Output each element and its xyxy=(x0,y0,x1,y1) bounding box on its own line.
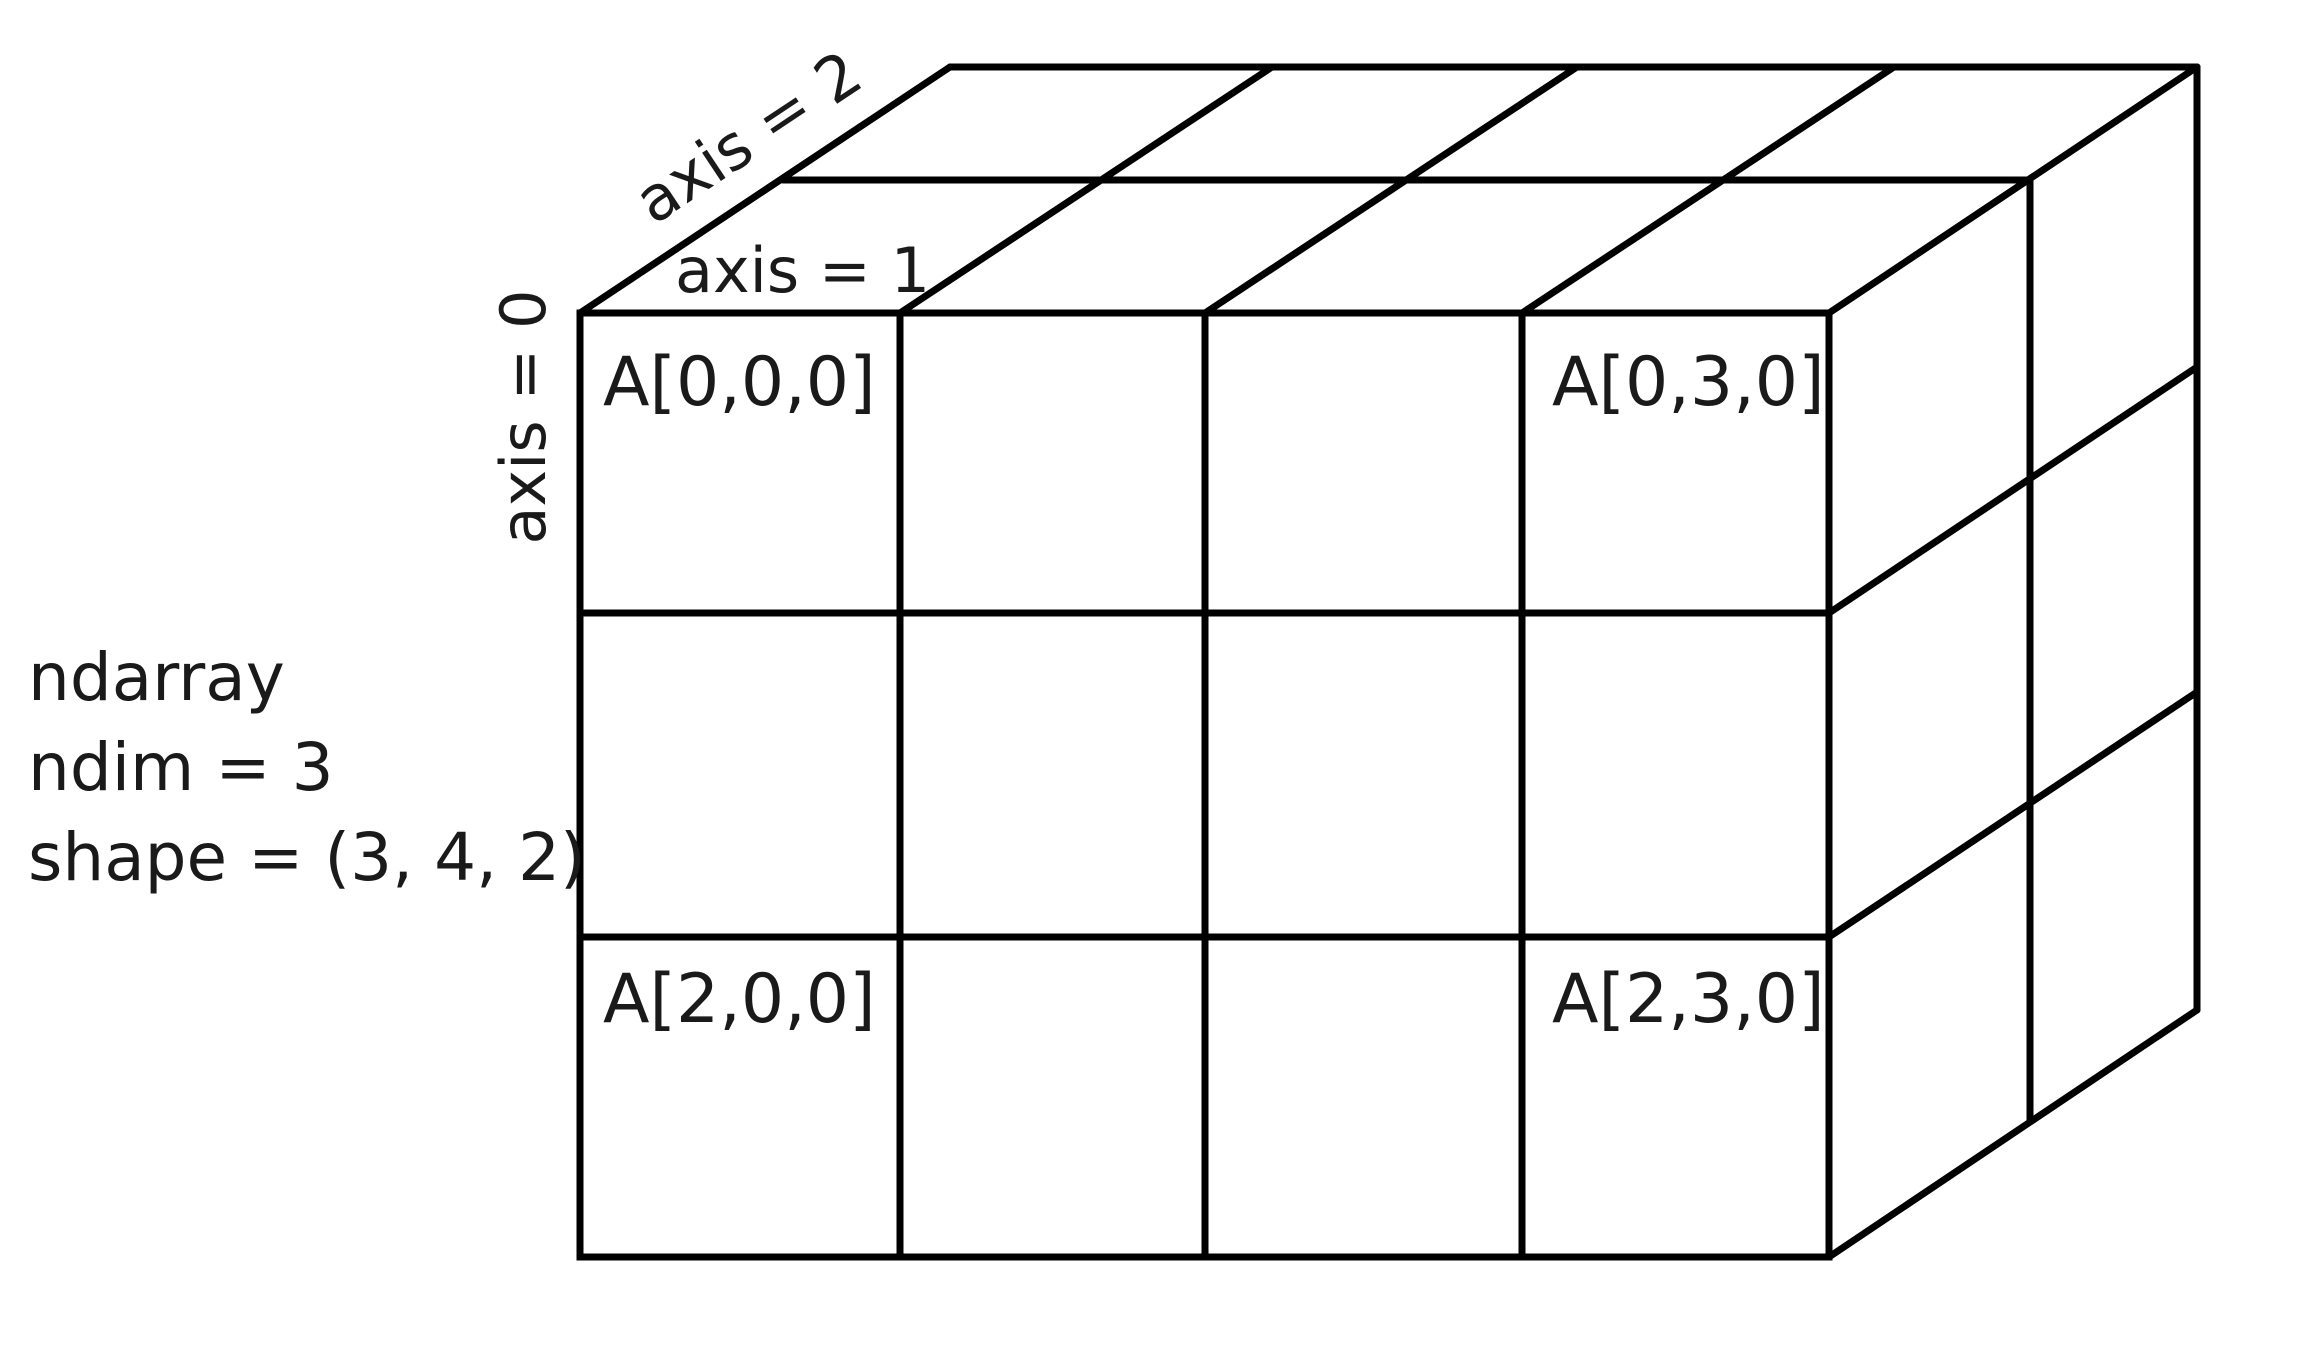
side-face-grid xyxy=(1825,63,2201,1261)
info-line-ndarray: ndarray xyxy=(28,639,285,716)
side-row-divider xyxy=(1825,688,2201,941)
axis-1-label: axis = 1 xyxy=(675,234,930,307)
top-face-grid xyxy=(576,63,2201,317)
info-line-shape: shape = (3, 4, 2) xyxy=(28,819,586,896)
top-depth-divider xyxy=(1201,63,1581,317)
cell-label-a030: A[0,3,0] xyxy=(1552,343,1825,422)
side-row-divider xyxy=(1825,363,2201,617)
top-depth-edge xyxy=(1825,63,2201,317)
axis-labels: axis = 0 axis = 1 axis = 2 xyxy=(487,36,930,544)
front-face-grid xyxy=(576,309,1833,1261)
info-line-ndim: ndim = 3 xyxy=(28,729,334,806)
array-info: ndarray ndim = 3 shape = (3, 4, 2) xyxy=(28,639,586,896)
cell-label-a230: A[2,3,0] xyxy=(1552,960,1825,1039)
cell-labels: A[0,0,0] A[0,3,0] A[2,0,0] A[2,3,0] xyxy=(603,343,1825,1039)
top-depth-divider xyxy=(896,63,1276,317)
axis-2-label: axis = 2 xyxy=(622,36,875,238)
axis-0-label: axis = 0 xyxy=(487,289,560,544)
top-depth-edge xyxy=(576,63,954,317)
side-bottom-edge xyxy=(1825,1006,2201,1261)
top-depth-divider xyxy=(1518,63,1898,317)
cell-label-a000: A[0,0,0] xyxy=(603,343,876,422)
cell-label-a200: A[2,0,0] xyxy=(603,960,876,1039)
